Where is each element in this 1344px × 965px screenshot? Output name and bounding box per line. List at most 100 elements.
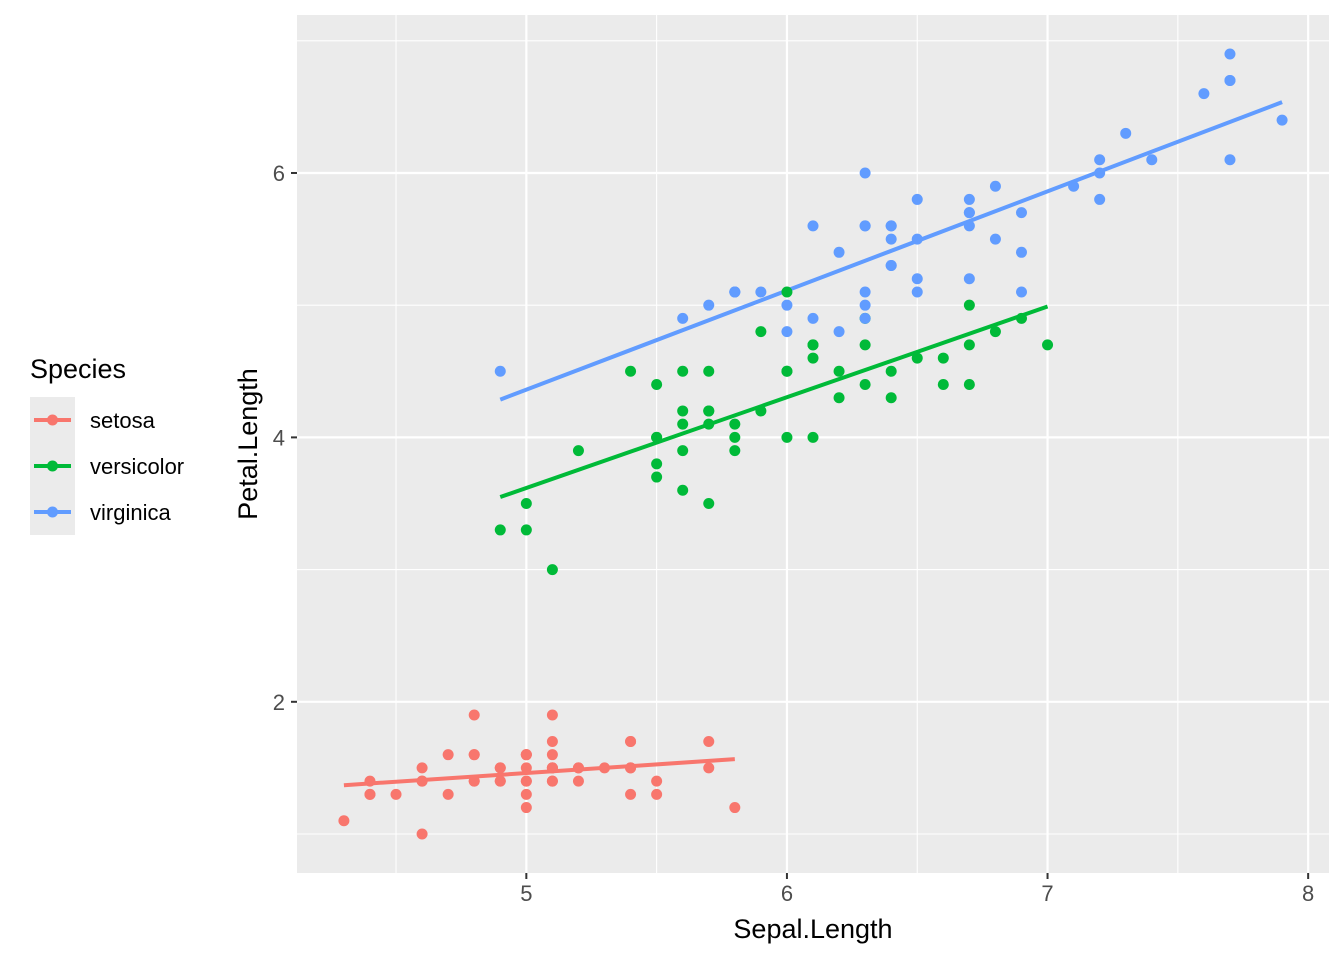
data-point-setosa <box>520 802 532 814</box>
data-point-virginica <box>989 180 1001 192</box>
data-point-setosa <box>520 788 532 800</box>
data-point-virginica <box>807 312 819 324</box>
data-point-virginica <box>677 312 689 324</box>
data-point-virginica <box>1120 127 1132 139</box>
legend-label-setosa: setosa <box>90 408 156 433</box>
fit-line-virginica <box>499 100 1283 402</box>
data-point-versicolor <box>807 352 819 364</box>
data-point-versicolor <box>885 392 897 404</box>
data-point-virginica <box>1094 154 1106 166</box>
y-tick-label: 4 <box>273 425 285 450</box>
data-point-versicolor <box>1015 312 1027 324</box>
data-point-versicolor <box>651 431 663 443</box>
data-point-versicolor <box>755 326 767 338</box>
data-point-setosa <box>494 762 506 774</box>
data-point-setosa <box>703 735 715 747</box>
data-point-versicolor <box>729 431 741 443</box>
data-point-setosa <box>703 762 715 774</box>
data-point-versicolor <box>807 339 819 351</box>
data-point-virginica <box>1094 193 1106 205</box>
x-axis-label: Sepal.Length <box>733 914 892 944</box>
fit-lines <box>343 100 1283 788</box>
data-point-setosa <box>416 762 428 774</box>
data-point-virginica <box>833 246 845 258</box>
data-point-setosa <box>651 775 663 787</box>
data-point-virginica <box>1276 114 1288 126</box>
legend-label-versicolor: versicolor <box>90 454 184 479</box>
data-point-versicolor <box>572 445 584 457</box>
data-point-virginica <box>1015 246 1027 258</box>
data-point-setosa <box>364 788 376 800</box>
data-point-versicolor <box>651 471 663 483</box>
data-point-virginica <box>963 207 975 219</box>
data-point-virginica <box>911 273 923 285</box>
data-point-setosa <box>546 709 558 721</box>
data-point-setosa <box>625 788 637 800</box>
data-point-setosa <box>468 709 480 721</box>
data-point-setosa <box>729 802 741 814</box>
data-point-versicolor <box>651 379 663 391</box>
data-point-virginica <box>1015 286 1027 298</box>
x-tick-label: 8 <box>1302 881 1314 906</box>
data-point-virginica <box>494 365 506 377</box>
plot-panel <box>297 15 1329 873</box>
data-point-virginica <box>781 299 793 311</box>
y-tick-label: 6 <box>273 161 285 186</box>
data-point-versicolor <box>729 445 741 457</box>
legend-key-point-virginica <box>47 506 58 518</box>
legend: Species setosa versicolor virginica <box>30 354 184 535</box>
data-point-virginica <box>1224 154 1236 166</box>
data-point-versicolor <box>677 445 689 457</box>
x-tick-label: 6 <box>781 881 793 906</box>
data-point-setosa <box>625 762 637 774</box>
data-point-versicolor <box>989 326 1001 338</box>
data-point-setosa <box>520 775 532 787</box>
data-point-virginica <box>1015 207 1027 219</box>
data-point-setosa <box>599 762 611 774</box>
data-point-versicolor <box>651 458 663 470</box>
data-point-virginica <box>885 233 897 245</box>
data-point-versicolor <box>781 365 793 377</box>
data-point-versicolor <box>546 564 558 576</box>
legend-key-point-versicolor <box>47 460 58 472</box>
data-point-versicolor <box>703 418 715 430</box>
data-point-setosa <box>468 749 480 761</box>
data-point-virginica <box>1146 154 1158 166</box>
data-point-versicolor <box>963 299 975 311</box>
data-point-virginica <box>911 286 923 298</box>
data-point-versicolor <box>781 286 793 298</box>
data-point-virginica <box>963 220 975 232</box>
data-point-versicolor <box>520 524 532 536</box>
data-point-virginica <box>1094 167 1106 179</box>
data-point-virginica <box>1198 88 1210 100</box>
data-point-versicolor <box>703 365 715 377</box>
data-point-versicolor <box>963 379 975 391</box>
data-point-virginica <box>963 193 975 205</box>
data-point-setosa <box>468 775 480 787</box>
data-point-virginica <box>859 312 871 324</box>
data-point-versicolor <box>781 431 793 443</box>
data-point-versicolor <box>833 365 845 377</box>
data-point-versicolor <box>859 379 871 391</box>
data-point-setosa <box>494 775 506 787</box>
fit-line-versicolor <box>499 304 1049 499</box>
data-point-setosa <box>390 788 402 800</box>
data-point-versicolor <box>963 339 975 351</box>
x-tick-label: 7 <box>1041 881 1053 906</box>
data-point-setosa <box>364 775 376 787</box>
data-point-virginica <box>885 260 897 272</box>
data-point-virginica <box>885 220 897 232</box>
data-point-virginica <box>911 193 923 205</box>
data-point-setosa <box>416 775 428 787</box>
y-axis-label: Petal.Length <box>233 368 263 520</box>
data-point-virginica <box>989 233 1001 245</box>
data-point-virginica <box>859 299 871 311</box>
axes: 5 6 7 8 2 4 6 <box>273 161 1315 906</box>
data-point-virginica <box>703 299 715 311</box>
data-point-versicolor <box>494 524 506 536</box>
data-point-virginica <box>1224 48 1236 60</box>
points <box>338 48 1288 840</box>
legend-key-point-setosa <box>47 414 58 426</box>
x-tick-label: 5 <box>520 881 532 906</box>
